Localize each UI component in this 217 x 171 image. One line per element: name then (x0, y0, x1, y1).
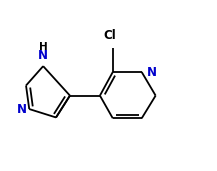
Text: N: N (147, 65, 157, 78)
Text: Cl: Cl (103, 29, 116, 42)
Text: N: N (38, 49, 48, 62)
Text: H: H (39, 42, 48, 52)
Text: N: N (17, 103, 27, 116)
